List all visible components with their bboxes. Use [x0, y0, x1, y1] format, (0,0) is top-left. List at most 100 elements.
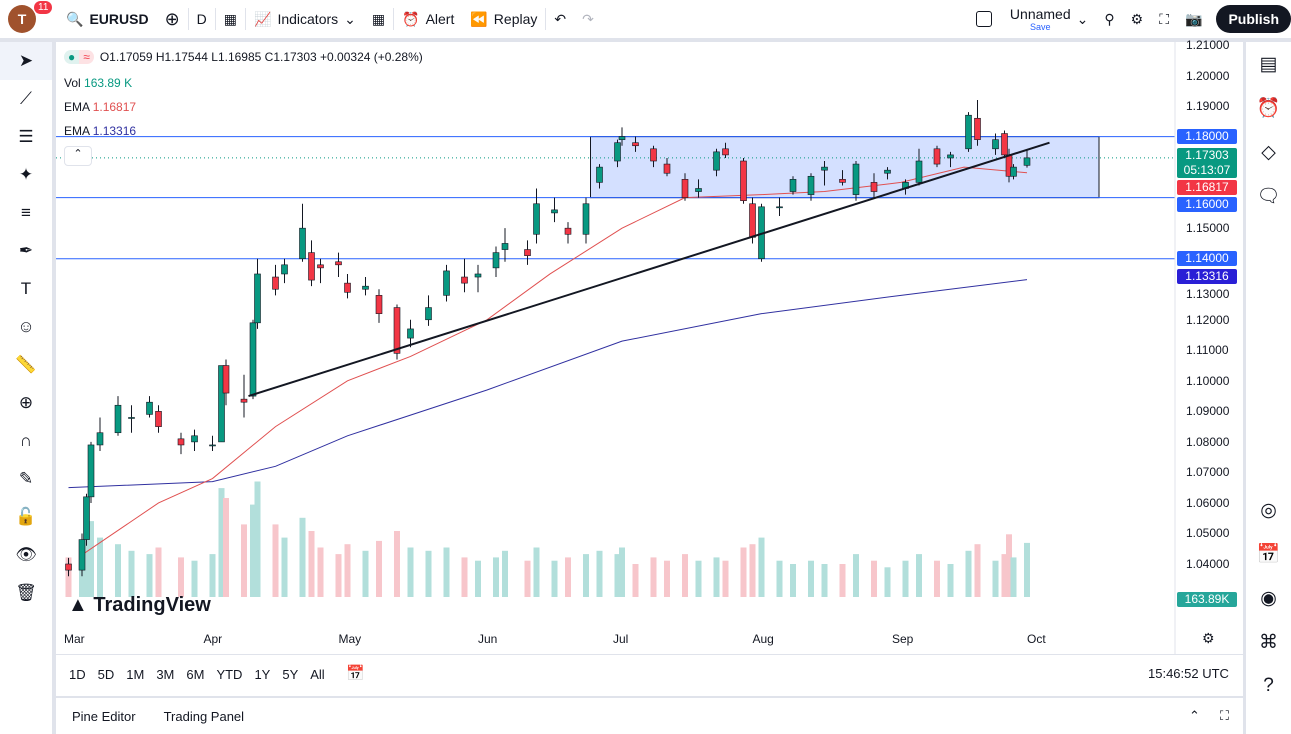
clock[interactable]: 15:46:52 UTC — [1148, 666, 1229, 681]
candle-body — [375, 295, 383, 314]
eye-icon[interactable]: 👁 — [15, 545, 37, 564]
candle-body — [807, 175, 815, 195]
candle-body — [96, 432, 104, 446]
range-1m[interactable]: 1M — [126, 667, 145, 682]
maximize-icon[interactable]: ⛶ — [1219, 708, 1229, 723]
price-tick: 1.07000 — [1186, 465, 1230, 480]
collapse-legend-button[interactable]: ⌃ — [64, 146, 92, 166]
range-3m[interactable]: 3M — [156, 667, 175, 682]
range-5d[interactable]: 5D — [97, 667, 115, 682]
user-avatar[interactable]: T 11 — [0, 0, 53, 38]
candle-body — [947, 154, 954, 159]
alert-button[interactable]: ⏰ Alert — [402, 10, 455, 28]
pattern-icon[interactable]: ✦ — [18, 165, 34, 184]
indicators-button[interactable]: 📈 Indicators ⌄ — [254, 10, 356, 28]
volume-bar — [713, 557, 720, 597]
volume-bar — [308, 531, 315, 597]
apps-icon[interactable]: ◉ — [1260, 587, 1277, 609]
cursor-icon[interactable]: ➤ — [0, 42, 52, 80]
plus-circle-icon: ⊕ — [164, 8, 180, 29]
settings-button[interactable]: ⚙ — [1123, 0, 1152, 38]
tab-pine-editor[interactable]: Pine Editor — [72, 708, 136, 724]
range-1y[interactable]: 1Y — [254, 667, 271, 682]
volume-bar — [614, 554, 621, 597]
templates-button[interactable]: ▦ — [364, 0, 393, 38]
alerts-icon[interactable]: ⏰ — [1256, 98, 1281, 119]
range-6m[interactable]: 6M — [186, 667, 205, 682]
text-icon[interactable]: T — [20, 279, 32, 298]
lock-icon[interactable]: 🔓 — [15, 507, 37, 526]
publish-button[interactable]: Publish — [1216, 5, 1291, 33]
lock-drawing-icon[interactable]: ✎ — [18, 469, 34, 488]
price-tick: 1.20000 — [1186, 68, 1230, 83]
go-to-date-icon[interactable]: 📅 — [346, 665, 365, 682]
candle-body — [852, 163, 860, 195]
trend-line-icon[interactable]: ⟋ — [20, 89, 32, 108]
candle-body — [713, 151, 720, 171]
horizontal-lines-icon[interactable]: ☰ — [18, 127, 34, 146]
candle-body — [114, 404, 122, 434]
candle-body — [564, 227, 572, 235]
compare-button[interactable]: ⊕ — [157, 0, 188, 38]
chart-pane[interactable]: ● ≈ O1.17059 H1.17544 L1.16985 C1.17303 … — [56, 38, 1243, 696]
candle-body — [78, 539, 86, 571]
time-tick: Jul — [613, 632, 629, 646]
fullscreen-button[interactable]: ⛶ — [1151, 0, 1177, 38]
candle-body — [614, 142, 621, 162]
label-ema-slow: 1.13316 — [1177, 269, 1237, 284]
range-ytd[interactable]: YTD — [216, 667, 243, 682]
chat-icon[interactable]: 🗨 — [1256, 186, 1281, 207]
range-5y[interactable]: 5Y — [282, 667, 299, 682]
symbol-search[interactable]: 🔍 EURUSD — [66, 10, 149, 28]
candle-body — [191, 435, 198, 443]
tab-trading-panel[interactable]: Trading Panel — [163, 708, 245, 724]
chevron-down-icon: ⌄ — [1076, 10, 1089, 27]
replay-button[interactable]: ⏪ Replay — [470, 10, 538, 28]
candle-body — [177, 438, 185, 446]
interval-button[interactable]: D — [196, 11, 207, 27]
indicators-icon: 📈 — [254, 10, 272, 27]
snapshot-button[interactable]: 📷 — [1177, 0, 1210, 38]
signal-icon[interactable]: ⌘ — [1259, 631, 1278, 653]
label-118: 1.18000 — [1177, 129, 1237, 144]
fib-icon[interactable]: ≡ — [21, 203, 31, 222]
volume-bar — [533, 547, 540, 597]
range-all[interactable]: All — [310, 667, 325, 682]
target-icon[interactable]: ◎ — [1260, 499, 1277, 521]
volume-bar — [178, 557, 184, 597]
axis-settings-icon[interactable]: ⚙ — [1202, 630, 1215, 646]
ohlc-legend: ● ≈ O1.17059 H1.17544 L1.16985 C1.17303 … — [64, 50, 423, 64]
layers-icon[interactable]: ◇ — [1261, 141, 1276, 163]
volume-bar — [619, 547, 625, 597]
candle-body — [551, 209, 558, 214]
undo-button[interactable]: ↶ — [546, 0, 574, 38]
magnet-icon[interactable]: ∩ — [19, 431, 33, 450]
watchlist-icon[interactable]: ▤ — [1259, 53, 1278, 75]
trash-icon[interactable]: 🗑 — [15, 583, 37, 602]
volume-bar — [218, 488, 225, 597]
time-tick: Mar — [64, 632, 85, 646]
range-1d[interactable]: 1D — [69, 667, 86, 682]
candle-body — [974, 117, 981, 140]
candle-body — [407, 328, 414, 339]
quick-search-button[interactable]: ⚲ — [1096, 0, 1122, 38]
chevron-up-icon[interactable]: ⌃ — [1188, 708, 1200, 723]
volume-bar — [65, 557, 72, 597]
volume-bar — [1001, 554, 1008, 597]
calendar-icon[interactable]: 📅 — [1256, 544, 1281, 565]
candle-body — [915, 160, 923, 183]
brush-icon[interactable]: ✒ — [18, 241, 34, 260]
emoji-icon[interactable]: ☺ — [17, 317, 35, 336]
notification-badge: 11 — [34, 1, 53, 14]
zoom-in-icon[interactable]: ⊕ — [18, 393, 34, 412]
help-icon[interactable]: ? — [1263, 675, 1274, 696]
candle-body — [492, 252, 500, 269]
chart-type-button[interactable]: ▦ — [216, 0, 245, 38]
candle-body — [65, 563, 72, 571]
price-chart[interactable] — [56, 42, 1243, 696]
layout-button[interactable]: Unnamed Save ⌄ — [968, 0, 1096, 38]
ruler-icon[interactable]: 📏 — [15, 355, 37, 374]
redo-button[interactable]: ↷ — [574, 0, 602, 38]
market-open-icon: ● — [64, 50, 80, 64]
volume-bar — [821, 564, 828, 597]
